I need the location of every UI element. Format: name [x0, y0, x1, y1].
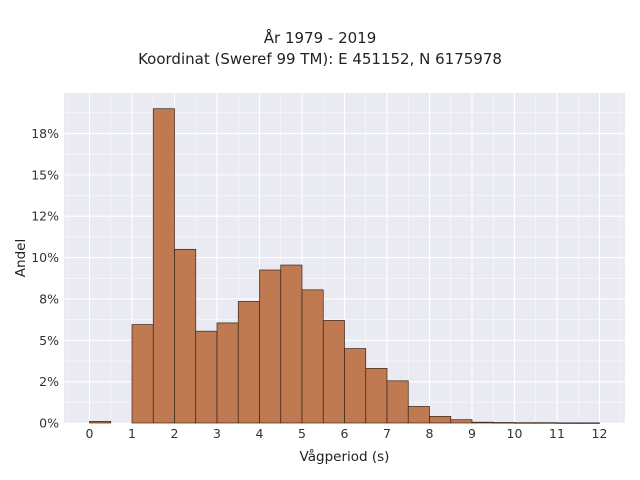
- histogram-bar: [514, 422, 537, 424]
- y-axis-label: Andel: [13, 239, 29, 277]
- histogram-bar: [450, 419, 473, 424]
- histogram-bar: [174, 248, 197, 424]
- histogram-bar: [216, 322, 239, 424]
- histogram-bar: [195, 330, 218, 424]
- histogram-bar: [152, 108, 175, 424]
- histogram-bar: [322, 320, 345, 424]
- x-tick-label: 8: [426, 426, 434, 441]
- y-tick-label: 12%: [31, 209, 59, 224]
- histogram-bar: [492, 422, 515, 424]
- x-tick-label: 3: [213, 426, 221, 441]
- x-axis-ticks: 0 1 2 3 4 5 6 7 8 9 10 11 12: [86, 426, 608, 441]
- x-tick-label: 7: [383, 426, 391, 441]
- histogram-bar: [386, 380, 409, 424]
- histogram-bar: [365, 368, 388, 424]
- x-tick-label: 6: [341, 426, 349, 441]
- x-tick-label: 10: [507, 426, 523, 441]
- histogram-bar: [237, 301, 260, 424]
- x-tick-label: 1: [128, 426, 136, 441]
- histogram-bar: [407, 406, 430, 424]
- bars: [89, 108, 600, 424]
- histogram-bar: [429, 416, 452, 424]
- y-tick-label: 8%: [39, 291, 59, 306]
- histogram-bar: [280, 264, 303, 424]
- x-tick-label: 12: [592, 426, 608, 441]
- y-axis-ticks: 0% 2% 5% 8% 10% 12% 15% 18%: [31, 126, 59, 430]
- chart-subtitle: Koordinat (Sweref 99 TM): E 451152, N 61…: [138, 50, 502, 68]
- histogram-bar: [535, 422, 558, 424]
- histogram-bar: [131, 324, 154, 424]
- y-tick-label: 10%: [31, 250, 59, 265]
- x-tick-label: 2: [171, 426, 179, 441]
- histogram-bar: [471, 421, 494, 424]
- y-tick-label: 2%: [39, 374, 59, 389]
- histogram-bar: [259, 269, 282, 424]
- histogram-bar: [577, 422, 600, 424]
- histogram-bar: [89, 420, 112, 424]
- x-axis-label: Vågperiod (s): [300, 448, 390, 465]
- x-tick-label: 4: [256, 426, 264, 441]
- y-tick-label: 5%: [39, 333, 59, 348]
- chart-title: År 1979 - 2019: [263, 29, 377, 47]
- y-tick-label: 0%: [39, 416, 59, 431]
- x-tick-label: 11: [549, 426, 565, 441]
- y-tick-label: 15%: [31, 167, 59, 182]
- histogram-bar: [556, 422, 579, 424]
- histogram-bar: [301, 289, 324, 424]
- y-tick-label: 18%: [31, 126, 59, 141]
- x-tick-label: 5: [298, 426, 306, 441]
- x-tick-label: 9: [468, 426, 476, 441]
- x-tick-label: 0: [86, 426, 94, 441]
- histogram-bar: [344, 348, 367, 424]
